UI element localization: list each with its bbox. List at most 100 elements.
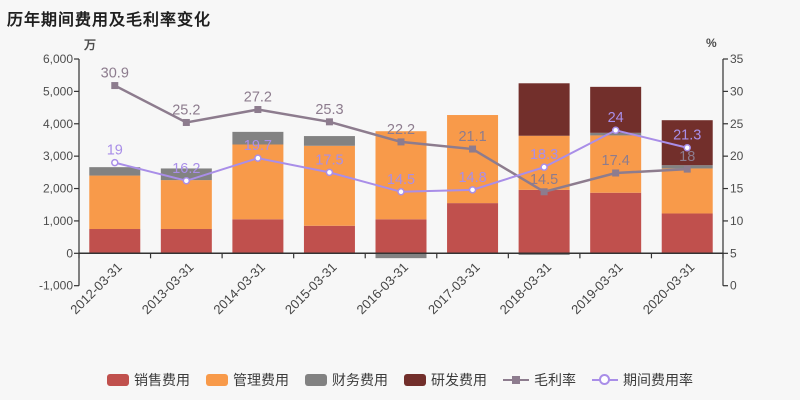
value-label-gross-margin: 22.2 <box>387 122 415 138</box>
bar-segment-sales-expense[interactable] <box>590 192 642 254</box>
marker-expense-ratio[interactable] <box>397 188 405 196</box>
bar-segment-sales-expense[interactable] <box>375 219 427 254</box>
marker-gross-margin[interactable] <box>182 118 190 126</box>
bar-segment-finance-expense[interactable] <box>375 253 427 259</box>
admin-expense-swatch-icon <box>206 374 228 386</box>
marker-expense-ratio[interactable] <box>611 126 620 134</box>
bar-segment-sales-expense[interactable] <box>303 225 355 254</box>
value-label-expense-ratio: 19 <box>107 143 123 159</box>
marker-gross-margin[interactable] <box>469 145 477 153</box>
right-axis-unit-label: % <box>706 36 717 50</box>
chart-title: 历年期间费用及毛利率变化 <box>7 12 212 29</box>
bar-segment-admin-expense[interactable] <box>303 145 355 226</box>
value-label-expense-ratio: 24 <box>608 110 624 126</box>
value-label-expense-ratio: 18.3 <box>530 147 558 163</box>
x-axis-label: 2019-03-31 <box>568 260 626 318</box>
marker-expense-ratio[interactable] <box>254 154 262 162</box>
x-axis-label: 2020-03-31 <box>640 260 698 318</box>
x-axis-label: 2018-03-31 <box>497 260 555 318</box>
legend-item-gross-margin[interactable]: 毛利率 <box>503 370 576 390</box>
right-axis-tick-label: 15 <box>730 182 744 196</box>
bar-segment-admin-expense[interactable] <box>160 180 212 230</box>
legend-item-sales-expense[interactable]: 销售费用 <box>107 370 190 390</box>
marker-gross-margin[interactable] <box>397 138 405 146</box>
marker-expense-ratio[interactable] <box>111 158 119 167</box>
x-axis-label: 2012-03-31 <box>67 260 125 318</box>
bar-segment-sales-expense[interactable] <box>518 189 570 254</box>
marker-expense-ratio[interactable] <box>540 163 548 171</box>
legend-label-expense-ratio: 期间费用率 <box>623 372 693 388</box>
bar-segment-sales-expense[interactable] <box>447 203 499 254</box>
value-label-gross-margin: 17.4 <box>602 153 630 169</box>
x-axis-label: 2013-03-31 <box>139 260 197 318</box>
legend-label-sales-expense: 销售费用 <box>134 372 190 388</box>
bar-segment-finance-expense[interactable] <box>518 253 570 255</box>
right-axis-tick-label: 20 <box>730 149 744 163</box>
sales-expense-swatch-icon <box>107 374 129 386</box>
bar-segment-finance-expense[interactable] <box>160 168 212 181</box>
expense-ratio-line-marker-icon <box>592 374 618 386</box>
bar-segment-finance-expense[interactable] <box>89 167 141 176</box>
bar-segment-sales-expense[interactable] <box>89 229 141 254</box>
bar-segment-finance-expense[interactable] <box>232 131 284 145</box>
marker-gross-margin[interactable] <box>683 165 691 173</box>
marker-gross-margin[interactable] <box>612 169 620 177</box>
legend-label-finance-expense: 财务费用 <box>332 372 388 388</box>
finance-expense-swatch-icon <box>305 374 327 386</box>
value-label-gross-margin: 14.5 <box>530 172 558 188</box>
right-axis-tick-label: 30 <box>730 84 744 98</box>
value-label-expense-ratio: 17.5 <box>315 152 343 168</box>
marker-expense-ratio[interactable] <box>182 177 191 185</box>
bar-segment-rnd-expense[interactable] <box>590 86 642 133</box>
value-label-expense-ratio: 19.7 <box>244 138 272 154</box>
legend-item-finance-expense[interactable]: 财务费用 <box>305 370 388 390</box>
legend-item-admin-expense[interactable]: 管理费用 <box>206 370 289 390</box>
marker-gross-margin[interactable] <box>325 118 333 126</box>
x-axis-label: 2017-03-31 <box>425 260 483 318</box>
legend-label-gross-margin: 毛利率 <box>534 372 576 388</box>
marker-gross-margin[interactable] <box>540 188 548 196</box>
left-axis-tick-label: 1,000 <box>43 214 73 228</box>
marker-expense-ratio[interactable] <box>683 143 691 152</box>
right-axis-tick-label: 10 <box>730 214 744 228</box>
value-label-gross-margin: 30.9 <box>101 66 129 82</box>
value-label-gross-margin: 25.2 <box>172 102 200 118</box>
bar-segment-sales-expense[interactable] <box>661 213 713 254</box>
gross-margin-line-marker-icon <box>503 374 529 386</box>
marker-expense-ratio[interactable] <box>325 168 334 177</box>
legend-item-rnd-expense[interactable]: 研发费用 <box>404 370 487 390</box>
bar-segment-rnd-expense[interactable] <box>518 83 570 136</box>
bar-segment-finance-expense[interactable] <box>590 132 642 136</box>
value-label-gross-margin: 25.3 <box>315 102 343 118</box>
bar-segment-admin-expense[interactable] <box>375 131 427 220</box>
bar-segment-sales-expense[interactable] <box>160 229 212 254</box>
left-axis-tick-label: 4,000 <box>43 117 73 131</box>
left-axis-unit-label: 万 <box>84 38 97 52</box>
marker-gross-margin[interactable] <box>254 106 262 114</box>
marker-gross-margin[interactable] <box>111 82 119 90</box>
legend-label-admin-expense: 管理费用 <box>233 372 289 388</box>
bar-segment-sales-expense[interactable] <box>232 219 284 254</box>
marker-expense-ratio[interactable] <box>468 186 477 194</box>
value-label-gross-margin: 21.1 <box>458 129 486 145</box>
legend-item-expense-ratio[interactable]: 期间费用率 <box>592 370 693 390</box>
right-axis-tick-label: 25 <box>730 117 744 131</box>
value-label-expense-ratio: 14.5 <box>387 172 415 188</box>
value-label-gross-margin: 18 <box>679 149 695 165</box>
right-axis-tick-label: 0 <box>730 279 737 293</box>
left-axis-tick-label: 6,000 <box>43 52 73 66</box>
right-axis-tick-label: 5 <box>730 246 737 260</box>
x-axis-label: 2016-03-31 <box>353 260 411 318</box>
left-axis-tick-label: -1,000 <box>39 279 73 293</box>
bar-segment-admin-expense[interactable] <box>89 175 141 230</box>
bar-segment-admin-expense[interactable] <box>661 168 713 214</box>
x-axis-label: 2015-03-31 <box>282 260 340 318</box>
x-axis-label: 2014-03-31 <box>210 260 268 318</box>
rnd-expense-swatch-icon <box>404 374 426 386</box>
left-axis-tick-label: 5,000 <box>43 84 73 98</box>
bar-segment-admin-expense[interactable] <box>590 135 642 193</box>
value-label-expense-ratio: 21.3 <box>673 128 701 144</box>
value-label-expense-ratio: 14.8 <box>458 170 486 186</box>
bar-segment-finance-expense[interactable] <box>303 136 355 146</box>
